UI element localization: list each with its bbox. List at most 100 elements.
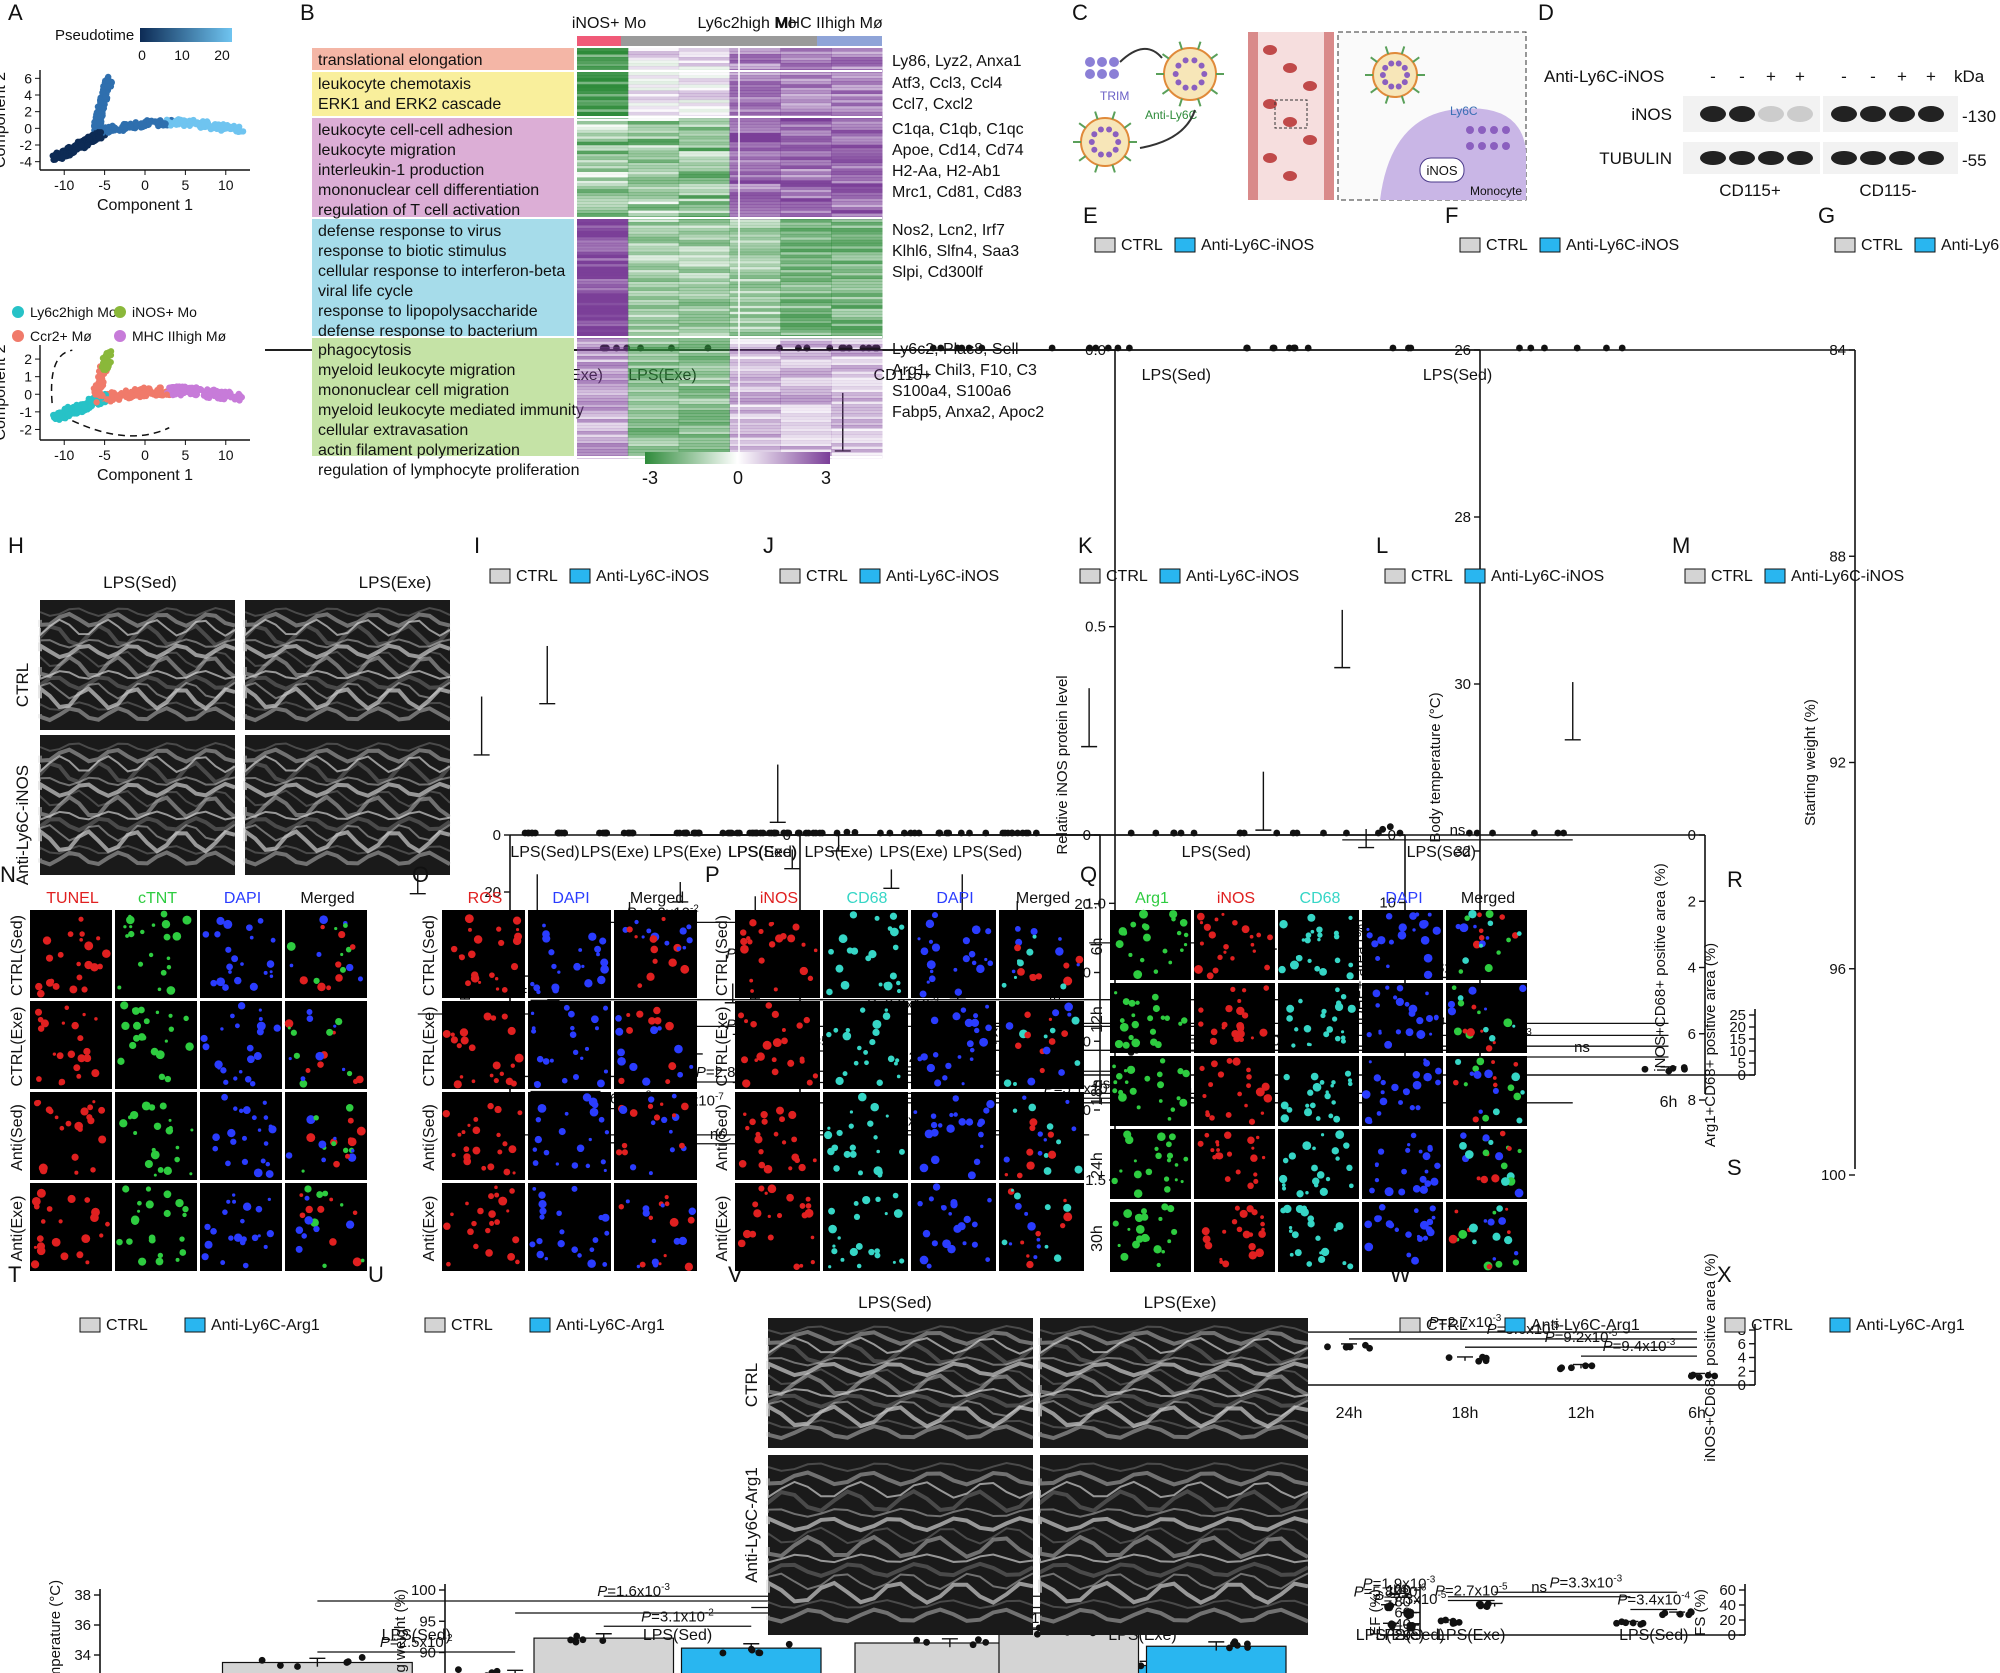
signal <box>1511 932 1519 939</box>
colorbar-tick: -3 <box>642 468 658 488</box>
heatmap-cell <box>780 416 832 420</box>
micrograph <box>442 910 525 998</box>
signal <box>621 1142 628 1149</box>
data-point <box>1445 1354 1453 1362</box>
signal <box>1128 952 1133 958</box>
heatmap-cell <box>678 437 730 441</box>
signal <box>56 1052 64 1060</box>
data-point <box>843 828 851 836</box>
signal <box>155 1257 164 1266</box>
monocyte-label: Monocyte <box>1470 184 1522 198</box>
heatmap-cell <box>678 126 730 131</box>
heatmap-cell <box>780 254 832 259</box>
antibody-spike <box>1078 122 1087 129</box>
heatmap-cell <box>678 296 730 300</box>
echo-trace <box>1039 1368 1309 1387</box>
tubulin-band <box>1700 151 1726 165</box>
echo-row-label: CTRL <box>742 1363 761 1407</box>
signal <box>57 951 64 958</box>
heatmap-cell <box>678 440 730 444</box>
signal <box>1064 1002 1073 1012</box>
signal <box>530 1011 535 1016</box>
signal <box>603 1005 609 1011</box>
data-point <box>1516 344 1523 352</box>
p-exponent: -2 <box>705 1607 714 1618</box>
signal <box>1511 1072 1521 1082</box>
heatmap-cell <box>577 162 629 167</box>
drug-dot <box>1478 126 1486 134</box>
arrow <box>1139 109 1196 149</box>
signal <box>240 962 244 966</box>
signal <box>1112 1220 1119 1227</box>
echo-column-label: LPS(Sed) <box>858 1293 932 1312</box>
heatmap-cell <box>627 251 680 256</box>
heatmap-cell <box>780 368 832 372</box>
signal <box>506 1209 510 1213</box>
signal <box>295 1245 303 1253</box>
signal <box>1202 1235 1211 1244</box>
heatmap-cell <box>729 272 781 277</box>
micrograph-P <box>911 1183 996 1271</box>
data-point <box>579 1636 587 1644</box>
legend-swatch <box>1459 237 1481 253</box>
signal <box>664 1195 669 1200</box>
signal <box>1498 1217 1507 1225</box>
signal <box>1457 995 1464 1001</box>
signal <box>33 1099 41 1107</box>
y-tick-label: 6 <box>1738 1336 1746 1353</box>
signal <box>1256 932 1262 938</box>
heatmap-cell <box>627 66 680 70</box>
heatmap-cell <box>780 63 832 67</box>
data-point <box>845 344 853 352</box>
p-value: P=2.5x10-2 <box>380 1633 453 1651</box>
signal <box>1074 1060 1081 1066</box>
trim-molecule <box>1097 69 1107 79</box>
signal <box>868 1248 875 1256</box>
signal <box>125 934 129 938</box>
heatmap-cell <box>780 132 832 137</box>
signal <box>1030 927 1038 936</box>
signal <box>1117 1243 1121 1248</box>
signal <box>1424 1169 1429 1174</box>
signal <box>1061 1030 1069 1037</box>
heatmap-cell <box>628 109 679 113</box>
echo-trace <box>767 1387 1034 1399</box>
data-point <box>1409 1622 1416 1630</box>
heatmap-cell <box>577 144 629 149</box>
signal <box>1409 1105 1415 1111</box>
signal <box>568 1010 575 1018</box>
signal <box>1225 1112 1232 1118</box>
signal <box>1335 987 1340 993</box>
heatmap-cell <box>627 380 680 384</box>
heatmap-cell <box>831 174 883 178</box>
heatmap-cell <box>678 75 730 79</box>
signal <box>514 1053 524 1063</box>
data-point <box>1541 344 1548 352</box>
heatmap-cell <box>831 437 883 441</box>
signal <box>617 1057 626 1066</box>
signal <box>1282 1157 1289 1164</box>
zoom-box <box>1274 99 1308 129</box>
signal <box>1335 1156 1340 1161</box>
heatmap-cell <box>627 207 680 211</box>
legend-label: CTRL <box>1861 237 1903 254</box>
signal <box>1286 1106 1293 1113</box>
go-term: ERK1 and ERK2 cascade <box>318 96 501 113</box>
heatmap-cell <box>678 242 730 247</box>
signal <box>599 937 607 945</box>
echo-trace <box>767 1336 1034 1355</box>
signal <box>740 944 749 954</box>
heatmap-cell <box>678 428 730 432</box>
echo-trace <box>1039 1526 1309 1545</box>
heatmap-cell <box>678 404 730 408</box>
drug-dot <box>1478 142 1486 150</box>
signal <box>1378 1031 1382 1035</box>
signal <box>496 1132 501 1138</box>
signal <box>80 1107 89 1116</box>
signal <box>1373 1074 1381 1082</box>
signal <box>251 1234 259 1242</box>
data-point <box>818 829 826 837</box>
y-tick-label: 1 <box>24 369 32 385</box>
data-point <box>1346 1343 1354 1351</box>
data-point <box>1661 1609 1669 1617</box>
